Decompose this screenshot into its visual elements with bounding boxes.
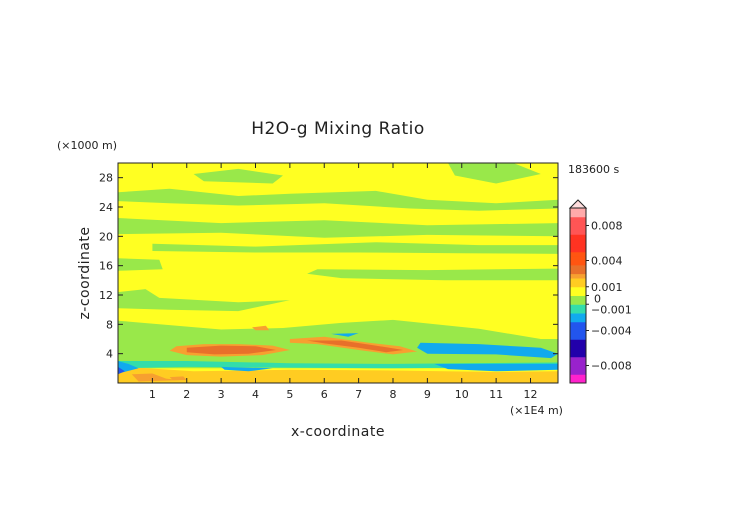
x-tick-label: 1 xyxy=(149,388,156,401)
colorbar-label: −0.004 xyxy=(591,325,632,338)
y-tick-label: 24 xyxy=(99,201,113,214)
colorbar-band xyxy=(570,234,586,240)
colorbar-label: 0 xyxy=(594,293,601,306)
colorbar-band xyxy=(570,278,586,283)
contour-region xyxy=(307,340,404,353)
y-tick-label: 4 xyxy=(106,348,113,361)
x-tick-label: 2 xyxy=(183,388,190,401)
colorbar-band xyxy=(570,374,586,380)
x-tick-label: 9 xyxy=(424,388,431,401)
colorbar-band xyxy=(570,264,586,270)
colorbar-band xyxy=(570,378,586,384)
colorbar-band xyxy=(570,369,586,375)
colorbar-band xyxy=(570,221,586,226)
colorbar-band xyxy=(570,343,586,349)
colorbar-band xyxy=(570,299,586,305)
colorbar-band xyxy=(570,295,586,301)
colorbar-band xyxy=(570,212,586,218)
colorbar-band xyxy=(570,304,586,310)
colorbar-band xyxy=(570,247,586,253)
colorbar-band xyxy=(570,356,586,362)
colorbar-band xyxy=(570,238,586,244)
x-tick-label: 11 xyxy=(489,388,503,401)
colorbar-band xyxy=(570,251,586,257)
colorbar-band xyxy=(570,330,586,336)
contour-region xyxy=(169,376,187,381)
time-label: 183600 s xyxy=(568,163,619,176)
colorbar-overflow-arrow xyxy=(568,199,588,209)
colorbar-band xyxy=(570,260,586,266)
colorbar-band xyxy=(570,313,586,318)
contour-region xyxy=(434,363,558,372)
contour-region xyxy=(118,366,125,375)
x-tick-label: 10 xyxy=(455,388,469,401)
contour-region xyxy=(252,325,270,331)
x-tick-label: 7 xyxy=(355,388,362,401)
y-tick-label: 20 xyxy=(99,230,113,243)
contour-region xyxy=(448,163,541,184)
y-axis-label: z-coordinate xyxy=(77,226,93,319)
colorbar-label: 0.004 xyxy=(591,255,623,268)
contour-regions xyxy=(118,163,558,383)
y-tick-label: 12 xyxy=(99,289,113,302)
contour-region xyxy=(152,242,558,254)
colorbar-band xyxy=(570,339,586,345)
x-tick-label: 3 xyxy=(218,388,225,401)
colorbar-band xyxy=(570,291,586,296)
x-axis-label: x-coordinate xyxy=(291,424,385,440)
x-tick-label: 5 xyxy=(286,388,293,401)
colorbar-band xyxy=(570,365,586,371)
colorbar-label: 0.008 xyxy=(591,220,623,233)
contour-region xyxy=(131,373,180,382)
y-unit-label: (×1000 m) xyxy=(57,139,117,152)
colorbar-label: 0.001 xyxy=(591,281,623,294)
colorbar-band xyxy=(570,208,586,213)
colorbar-band xyxy=(570,282,586,288)
colorbar-band xyxy=(570,229,586,235)
colorbar-band xyxy=(570,308,586,314)
contour-region xyxy=(118,258,163,271)
colorbar-band xyxy=(570,321,586,327)
x-tick-label: 8 xyxy=(390,388,397,401)
colorbar-band xyxy=(570,273,586,279)
x-tick-label: 4 xyxy=(252,388,259,401)
colorbar-band xyxy=(570,334,586,340)
colorbar-band xyxy=(570,243,586,248)
contour-region xyxy=(186,345,277,355)
colorbar-band xyxy=(570,269,586,275)
contour-region xyxy=(118,366,558,383)
contour-region xyxy=(221,366,273,372)
colorbar-band xyxy=(570,216,586,222)
y-tick-label: 16 xyxy=(99,260,113,273)
contour-region xyxy=(417,342,558,359)
contour-region xyxy=(307,268,558,281)
contour-region xyxy=(118,218,558,238)
colorbar-band xyxy=(570,225,586,231)
colorbar-band xyxy=(570,361,586,366)
colorbar-band xyxy=(570,348,586,353)
y-tick-label: 8 xyxy=(106,318,113,331)
contour-region xyxy=(193,168,283,184)
colorbar-label: −0.008 xyxy=(591,360,632,373)
contour-region xyxy=(331,333,359,337)
contour-region xyxy=(118,188,558,211)
colorbar-band xyxy=(570,317,586,323)
chart-title: H2O-g Mixing Ratio xyxy=(251,119,425,139)
x-tick-label: 12 xyxy=(524,388,538,401)
colorbar-band xyxy=(570,286,586,292)
y-tick-label: 28 xyxy=(99,172,113,185)
colorbar-band xyxy=(570,256,586,261)
colorbar-label: −0.001 xyxy=(591,303,632,316)
plot-frame xyxy=(117,162,559,384)
colorbar-band xyxy=(570,352,586,358)
x-unit-label: (×1E4 m) xyxy=(510,404,563,417)
contour-region xyxy=(118,289,290,312)
colorbar-band xyxy=(570,326,586,331)
x-tick-label: 6 xyxy=(321,388,328,401)
